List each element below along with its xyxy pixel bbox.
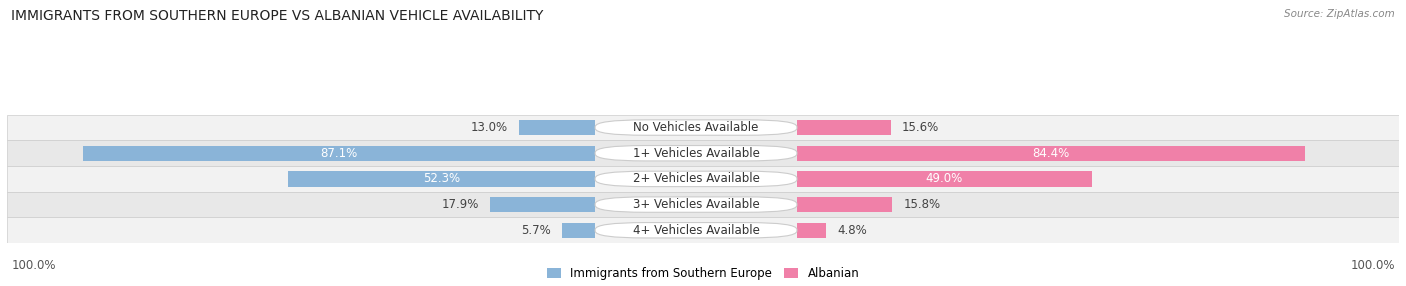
Text: Source: ZipAtlas.com: Source: ZipAtlas.com — [1284, 9, 1395, 19]
Text: No Vehicles Available: No Vehicles Available — [633, 121, 759, 134]
Text: 5.7%: 5.7% — [520, 224, 551, 237]
FancyBboxPatch shape — [595, 120, 797, 135]
Text: 4+ Vehicles Available: 4+ Vehicles Available — [633, 224, 759, 237]
Text: 1+ Vehicles Available: 1+ Vehicles Available — [633, 147, 759, 160]
Bar — [7, 192, 1399, 217]
Text: 2+ Vehicles Available: 2+ Vehicles Available — [633, 172, 759, 185]
Bar — [797, 223, 825, 238]
Bar — [288, 171, 595, 186]
Text: 100.0%: 100.0% — [11, 259, 56, 273]
Bar — [797, 146, 1305, 161]
Text: 100.0%: 100.0% — [1350, 259, 1395, 273]
Text: 49.0%: 49.0% — [925, 172, 963, 185]
Text: 3+ Vehicles Available: 3+ Vehicles Available — [633, 198, 759, 211]
Text: 15.8%: 15.8% — [903, 198, 941, 211]
Text: 15.6%: 15.6% — [903, 121, 939, 134]
Bar — [561, 223, 595, 238]
FancyBboxPatch shape — [595, 146, 797, 161]
Text: 17.9%: 17.9% — [441, 198, 478, 211]
Text: 4.8%: 4.8% — [837, 224, 866, 237]
Text: 84.4%: 84.4% — [1032, 147, 1070, 160]
Text: 52.3%: 52.3% — [423, 172, 460, 185]
Bar — [797, 120, 891, 135]
Bar — [7, 115, 1399, 140]
Bar — [797, 197, 891, 212]
FancyBboxPatch shape — [595, 171, 797, 186]
Text: IMMIGRANTS FROM SOUTHERN EUROPE VS ALBANIAN VEHICLE AVAILABILITY: IMMIGRANTS FROM SOUTHERN EUROPE VS ALBAN… — [11, 9, 544, 23]
FancyBboxPatch shape — [595, 223, 797, 238]
Bar — [7, 217, 1399, 243]
Bar — [489, 197, 595, 212]
Bar — [519, 120, 595, 135]
Bar — [7, 140, 1399, 166]
Text: 87.1%: 87.1% — [321, 147, 357, 160]
Bar — [83, 146, 595, 161]
Bar — [797, 171, 1092, 186]
FancyBboxPatch shape — [595, 197, 797, 212]
Legend: Immigrants from Southern Europe, Albanian: Immigrants from Southern Europe, Albania… — [547, 267, 859, 280]
Bar — [7, 166, 1399, 192]
Text: 13.0%: 13.0% — [471, 121, 508, 134]
